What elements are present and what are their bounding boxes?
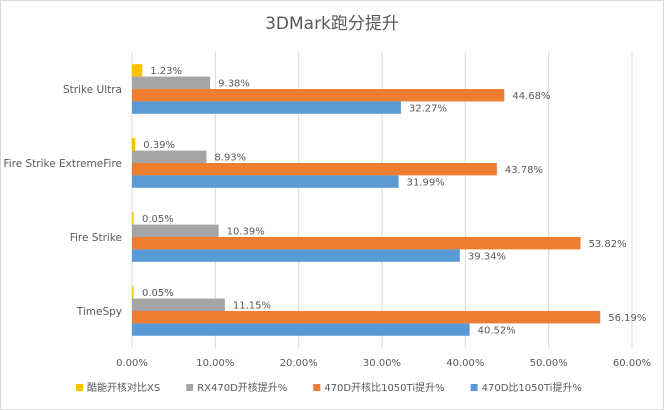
- data-label: 44.68%: [512, 91, 550, 102]
- data-label: 0.39%: [143, 140, 175, 151]
- bar: [132, 64, 143, 77]
- x-tick-label: 20.00%: [280, 358, 318, 369]
- data-label: 0.05%: [142, 288, 174, 299]
- data-label: 0.05%: [142, 214, 174, 225]
- data-label: 8.93%: [214, 153, 246, 164]
- data-label: 10.39%: [227, 227, 265, 238]
- bar: [132, 163, 497, 176]
- data-label: 39.34%: [468, 251, 506, 262]
- legend-entry: 470D比1050Ti提升%: [482, 382, 582, 394]
- bar: [132, 298, 225, 311]
- chart-title: 3DMark跑分提升: [265, 14, 399, 34]
- bar: [132, 286, 134, 299]
- legend-swatch: [313, 384, 321, 391]
- category-label: TimeSpy: [76, 306, 122, 318]
- bar: [132, 323, 470, 336]
- data-label: 43.78%: [505, 165, 543, 176]
- data-label: 31.99%: [407, 177, 445, 188]
- legend-entry: 酷能开核对比XS: [87, 381, 160, 394]
- data-label: 40.52%: [478, 325, 516, 336]
- legend-swatch: [76, 384, 83, 391]
- x-tick-label: 0.00%: [116, 358, 148, 369]
- bar: [132, 249, 460, 262]
- data-label: 53.82%: [589, 239, 627, 250]
- category-label: Fire Strike: [70, 232, 122, 244]
- bar: [132, 150, 207, 163]
- bar: [132, 76, 211, 89]
- x-tick-label: 50.00%: [530, 358, 568, 369]
- bar: [132, 224, 219, 237]
- category-label: Strike Ultra: [63, 84, 122, 96]
- bar: [132, 175, 399, 188]
- data-label: 32.27%: [409, 103, 447, 114]
- bar: [132, 89, 505, 102]
- bar: [132, 237, 581, 250]
- legend-entry: 470D开核比1050Ti提升%: [324, 381, 444, 394]
- x-tick-label: 40.00%: [446, 358, 484, 369]
- legend-entry: RX470D开核提升%: [197, 381, 287, 394]
- x-tick-label: 60.00%: [613, 358, 651, 369]
- x-tick-label: 30.00%: [363, 358, 401, 369]
- data-label: 9.38%: [218, 79, 250, 90]
- legend-swatch: [186, 384, 194, 391]
- legend-swatch: [470, 384, 478, 391]
- data-label: 1.23%: [150, 66, 182, 77]
- category-label: Fire Strike ExtremeFire: [3, 158, 122, 170]
- data-label: 11.15%: [233, 301, 271, 312]
- data-label: 56.19%: [608, 313, 646, 324]
- bar: [132, 101, 401, 114]
- bar: [132, 212, 134, 225]
- x-tick-label: 10.00%: [196, 358, 234, 369]
- bar: [132, 138, 136, 151]
- bar: [132, 311, 601, 324]
